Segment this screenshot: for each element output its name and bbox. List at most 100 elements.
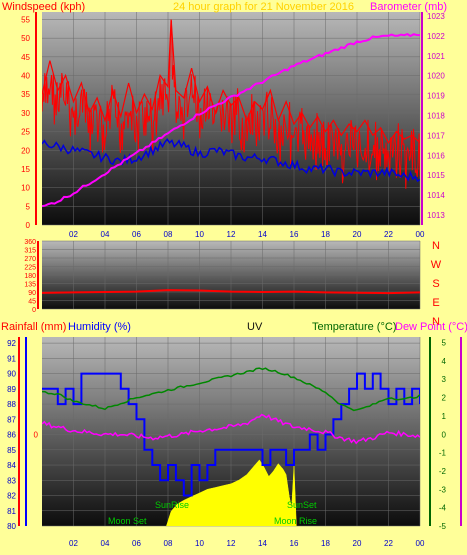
temperature-series: [42, 367, 420, 412]
time-tick-label: 16: [290, 230, 299, 239]
time-tick-label: 08: [164, 539, 173, 548]
rainfall-tick-label: 0: [34, 430, 39, 439]
windspeed-tick-label: 15: [21, 165, 30, 174]
humidity-tick-label: 88: [7, 400, 16, 409]
barometer-axis: 1013 1014 1015 1016 1017 1018 1019 1020 1021 1022…: [421, 12, 445, 225]
humidity-tick-label: 92: [7, 339, 16, 348]
time-tick-label: 06: [132, 230, 141, 239]
wind-direction-series: [42, 289, 420, 295]
temperature-tick-label: 2: [442, 394, 447, 403]
temperature-tick-label: -1: [439, 449, 447, 458]
direction-tick-label: 360: [24, 239, 36, 246]
time-tick-label: 18: [321, 230, 330, 239]
time-tick-label: 14: [258, 230, 267, 239]
temperature-tick-label: -2: [439, 467, 447, 476]
uv-label: UV: [247, 321, 263, 333]
barometer-tick-label: 1014: [427, 191, 445, 200]
windspeed-tick-label: 30: [21, 109, 30, 118]
time-tick-label: 20: [353, 539, 362, 548]
windspeed-tick-label: 25: [21, 128, 30, 137]
solar-radiation-area: [166, 459, 297, 526]
barometer-tick-label: 1018: [427, 112, 445, 121]
chart-title: 24 hour graph for 21 November 2016: [173, 1, 354, 13]
compass-labels: N W S E N: [431, 240, 442, 328]
humidity-tick-label: 89: [7, 385, 16, 394]
time-tick-label: 04: [101, 230, 110, 239]
direction-tick-label: 135: [24, 282, 36, 289]
direction-tick-label: 270: [24, 256, 36, 263]
wind-direction-series: [42, 289, 420, 295]
direction-tick-label: 225: [24, 265, 36, 272]
temp-humidity-panel: 80 81 82 83 84 85 86 87 88 89 90 91 92 0 -5 -4 -3 -2 -1 0 1…: [1, 321, 467, 548]
direction-tick-label: 90: [28, 290, 36, 297]
time-tick-label: 10: [195, 230, 204, 239]
windspeed-tick-label: 35: [21, 90, 30, 99]
temperature-tick-label: 1: [442, 412, 447, 421]
time-tick-label: 20: [353, 230, 362, 239]
time-tick-label: 18: [321, 539, 330, 548]
windspeed-tick-label: 45: [21, 53, 30, 62]
windspeed-tick-label: 40: [21, 72, 30, 81]
barometer-tick-label: 1019: [427, 92, 445, 101]
wind-average-series: [42, 138, 420, 183]
temperature-tick-label: 4: [442, 357, 447, 366]
barometer-tick-label: 1020: [427, 72, 445, 81]
sunset-label: SunSet: [287, 500, 317, 510]
humidity-tick-label: 91: [7, 354, 16, 363]
windspeed-tick-label: 50: [21, 34, 30, 43]
humidity-tick-label: 80: [7, 522, 16, 531]
temperature-label: Temperature (°C): [312, 321, 396, 333]
rainfall-label: Rainfall (mm): [1, 321, 66, 333]
humidity-label: Humidity (%): [68, 321, 131, 333]
temperature-tick-label: 3: [442, 375, 447, 384]
windspeed-axis: 0 5 10 15 20 25 30 35 40 45 50 55: [21, 12, 37, 230]
wind-baro-time-axis: 02 04 06 08 10 12 14 16 18 20 22 00: [69, 230, 425, 239]
compass-w: W: [431, 259, 442, 271]
time-tick-label: 16: [290, 539, 299, 548]
windspeed-tick-label: 0: [26, 221, 31, 230]
time-tick-label: 06: [132, 539, 141, 548]
temperature-tick-label: -4: [439, 504, 447, 513]
time-tick-label: 10: [195, 539, 204, 548]
time-tick-label: 02: [69, 539, 78, 548]
temperature-axis: -5 -4 -3 -2 -1 0 1 2 3 4 5: [439, 339, 447, 531]
barometer-series: [42, 33, 420, 208]
time-tick-label: 08: [164, 230, 173, 239]
windspeed-tick-label: 55: [21, 15, 30, 24]
time-tick-label: 00: [416, 230, 425, 239]
dewpoint-label: Dew Point (°C): [395, 321, 467, 333]
barometer-tick-label: 1022: [427, 32, 445, 41]
temperature-tick-label: 0: [442, 430, 447, 439]
temp-humidity-time-axis: 02 04 06 08 10 12 14 16 18 20 22 00: [69, 539, 425, 548]
moonrise-label: Moon Rise: [274, 516, 317, 526]
wind-baro-series: [42, 19, 420, 208]
humidity-tick-label: 83: [7, 476, 16, 485]
direction-tick-label: 0: [32, 307, 36, 314]
windspeed-tick-label: 20: [21, 146, 30, 155]
temperature-tick-label: 5: [442, 339, 447, 348]
humidity-tick-label: 84: [7, 461, 16, 470]
barometer-tick-label: 1016: [427, 151, 445, 160]
moonset-label: Moon Set: [108, 516, 147, 526]
windspeed-tick-label: 5: [26, 202, 31, 211]
humidity-tick-label: 86: [7, 431, 16, 440]
humidity-tick-label: 90: [7, 370, 16, 379]
compass-n-top: N: [432, 240, 440, 252]
direction-tick-label: 315: [24, 248, 36, 255]
dewpoint-series: [42, 413, 420, 445]
barometer-tick-label: 1015: [427, 171, 445, 180]
time-tick-label: 00: [416, 539, 425, 548]
humidity-tick-label: 87: [7, 415, 16, 424]
time-tick-label: 22: [384, 230, 393, 239]
humidity-tick-label: 81: [7, 507, 16, 516]
direction-tick-label: 180: [24, 273, 36, 280]
time-tick-label: 02: [69, 230, 78, 239]
sunrise-label: SunRise: [155, 500, 189, 510]
windspeed-label: Windspeed (kph): [2, 1, 85, 13]
time-tick-label: 04: [101, 539, 110, 548]
temp-humidity-series: [42, 367, 420, 526]
direction-tick-label: 45: [28, 299, 36, 306]
